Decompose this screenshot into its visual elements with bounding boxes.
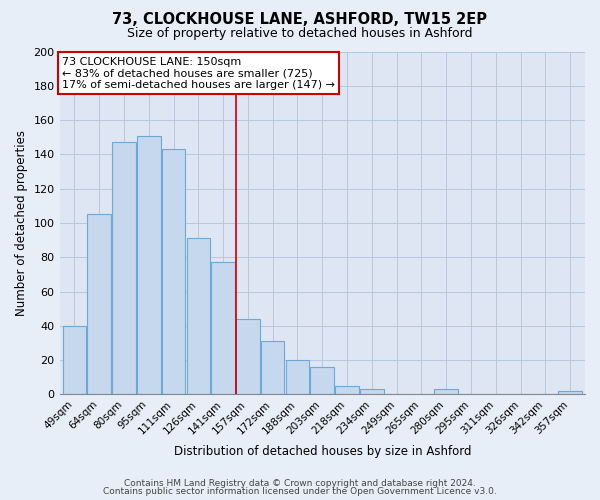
Text: 73, CLOCKHOUSE LANE, ASHFORD, TW15 2EP: 73, CLOCKHOUSE LANE, ASHFORD, TW15 2EP (113, 12, 487, 28)
Bar (137, 136, 161, 394)
Bar (360, 390, 383, 394)
Y-axis label: Number of detached properties: Number of detached properties (15, 130, 28, 316)
Bar (236, 319, 260, 394)
Bar (112, 142, 136, 394)
Bar (559, 391, 582, 394)
Bar (62, 326, 86, 394)
Bar (335, 386, 359, 394)
X-axis label: Distribution of detached houses by size in Ashford: Distribution of detached houses by size … (173, 444, 471, 458)
Bar (434, 390, 458, 394)
Text: Contains public sector information licensed under the Open Government Licence v3: Contains public sector information licen… (103, 487, 497, 496)
Bar (162, 149, 185, 394)
Bar (211, 262, 235, 394)
Text: Size of property relative to detached houses in Ashford: Size of property relative to detached ho… (127, 28, 473, 40)
Bar (187, 238, 210, 394)
Text: 73 CLOCKHOUSE LANE: 150sqm
← 83% of detached houses are smaller (725)
17% of sem: 73 CLOCKHOUSE LANE: 150sqm ← 83% of deta… (62, 56, 335, 90)
Bar (310, 367, 334, 394)
Bar (261, 342, 284, 394)
Bar (88, 214, 111, 394)
Bar (286, 360, 309, 394)
Text: Contains HM Land Registry data © Crown copyright and database right 2024.: Contains HM Land Registry data © Crown c… (124, 478, 476, 488)
